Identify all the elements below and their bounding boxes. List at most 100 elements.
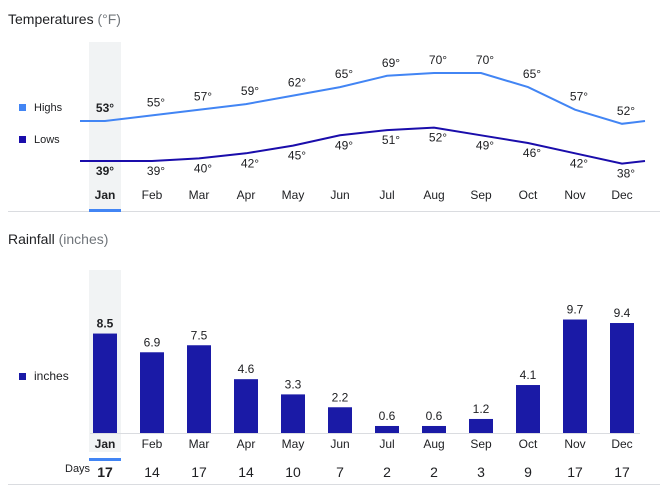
- rainfall-bar: [93, 333, 117, 433]
- lows-series-line: [80, 126, 646, 165]
- highs-data-label: 70°: [429, 53, 447, 67]
- rain-days-value: 17: [567, 464, 583, 480]
- highs-data-label: 70°: [476, 53, 494, 67]
- rainfall-data-label: 6.9: [144, 335, 161, 349]
- rainfall-bar: [516, 385, 540, 433]
- rainfall-bar: [328, 407, 352, 433]
- highs-data-label: 65°: [523, 67, 541, 81]
- highs-data-label: 59°: [241, 84, 259, 98]
- rain-month-tick-label: Nov: [564, 437, 585, 451]
- temp-month-tick-label: Jul: [379, 188, 394, 202]
- section-divider: [8, 211, 660, 212]
- rain-days-value: 10: [285, 464, 301, 480]
- temperature-unit: (°F): [97, 11, 121, 27]
- lows-data-label: 45°: [288, 149, 306, 163]
- rain-month-tick-label: Jun: [330, 437, 349, 451]
- rainfall-data-label: 4.1: [520, 368, 537, 382]
- rainfall-data-label: 0.6: [426, 409, 443, 423]
- rainfall-unit: (inches): [58, 231, 109, 247]
- temp-month-tick-label: Nov: [564, 188, 585, 202]
- legend-highs: Highs: [19, 102, 62, 114]
- temp-month-tick-label: Mar: [189, 188, 210, 202]
- rainfall-bar: [563, 319, 587, 433]
- legend-inches: inches: [19, 369, 69, 383]
- lows-data-label: 52°: [429, 131, 447, 145]
- legend-lows-swatch: [19, 136, 26, 143]
- rainfall-data-label: 4.6: [238, 362, 255, 376]
- rain-month-tick-label: Dec: [611, 437, 632, 451]
- lows-data-label: 39°: [147, 164, 165, 178]
- rainfall-bar: [281, 394, 305, 433]
- legend-highs-label: Highs: [34, 102, 63, 114]
- rainfall-bar: [234, 379, 258, 433]
- temp-month-tick-label: Feb: [142, 188, 163, 202]
- rain-month-tick-label: Oct: [519, 437, 538, 451]
- selected-month-underline: [89, 458, 121, 461]
- rainfall-bar: [375, 425, 399, 433]
- bottom-divider: [8, 484, 660, 485]
- rainfall-data-label: 1.2: [473, 402, 490, 416]
- highs-data-label: 62°: [288, 76, 306, 90]
- rain-days-value: 3: [477, 464, 485, 480]
- lows-data-label: 40°: [194, 161, 212, 175]
- highs-data-label: 57°: [570, 90, 588, 104]
- rainfall-bar: [610, 323, 634, 433]
- rainfall-data-label: 7.5: [191, 328, 208, 342]
- rain-days-value: 2: [383, 464, 391, 480]
- rain-days-value: 14: [238, 464, 254, 480]
- lows-data-label: 38°: [617, 167, 635, 181]
- temp-month-tick-label: Aug: [423, 188, 444, 202]
- selected-month-highlight: [89, 42, 121, 210]
- legend-inches-label: inches: [34, 369, 69, 383]
- legend-lows-label: Lows: [34, 134, 60, 146]
- highs-data-label: 69°: [382, 56, 400, 70]
- rainfall-bar: [140, 352, 164, 433]
- temp-month-tick-label: Oct: [519, 188, 538, 202]
- lows-data-label: 46°: [523, 146, 541, 160]
- rain-days-value: 17: [614, 464, 630, 480]
- lows-data-label: 49°: [335, 138, 353, 152]
- rainfall-data-label: 2.2: [332, 390, 349, 404]
- rainfall-data-label: 3.3: [285, 377, 302, 391]
- temperature-title-text: Temperatures: [8, 11, 94, 27]
- temp-month-tick-label: May: [282, 188, 305, 202]
- rain-month-tick-label: Aug: [423, 437, 444, 451]
- rainfall-bar: [187, 345, 211, 433]
- temp-month-tick-label: Jan: [95, 188, 116, 202]
- rain-month-tick-label: Feb: [142, 437, 163, 451]
- rainfall-bar: [469, 418, 493, 433]
- highs-data-label: 53°: [96, 101, 114, 115]
- highs-data-label: 55°: [147, 95, 165, 109]
- rainfall-data-label: 9.7: [567, 303, 584, 317]
- legend-lows: Lows: [19, 134, 60, 146]
- rainfall-title-text: Rainfall: [8, 231, 55, 247]
- rain-month-tick-label: Jan: [95, 437, 116, 451]
- rain-days-value: 2: [430, 464, 438, 480]
- temperature-chart: 53° 55° 57° 59° 62° 65° 69° 70° 70° 65° 57° 52° 39° 3…: [80, 42, 646, 212]
- rainfall-data-label: 9.4: [614, 306, 631, 320]
- rain-month-tick-label: Mar: [189, 437, 210, 451]
- rain-month-tick-label: Sep: [470, 437, 492, 451]
- temp-month-tick-label: Dec: [611, 188, 632, 202]
- temperature-title: Temperatures (°F): [8, 11, 121, 27]
- rain-month-tick-label: Jul: [379, 437, 394, 451]
- days-label: Days: [65, 463, 91, 475]
- lows-data-label: 42°: [570, 156, 588, 170]
- rain-days-value: 14: [144, 464, 160, 480]
- temp-month-tick-label: Jun: [330, 188, 349, 202]
- rain-days-value: 7: [336, 464, 344, 480]
- rainfall-title: Rainfall (inches): [8, 231, 108, 247]
- lows-data-label: 42°: [241, 156, 259, 170]
- highs-series-line: [80, 72, 646, 125]
- rainfall-data-label: 8.5: [97, 317, 114, 331]
- selected-month-underline: [89, 209, 121, 212]
- rain-month-tick-label: Apr: [237, 437, 256, 451]
- highs-data-label: 52°: [617, 104, 635, 118]
- rainfall-bar: [422, 425, 446, 433]
- temp-month-tick-label: Sep: [470, 188, 492, 202]
- highs-data-label: 57°: [194, 90, 212, 104]
- temp-month-tick-label: Apr: [237, 188, 256, 202]
- rain-month-tick-label: May: [282, 437, 305, 451]
- legend-highs-swatch: [19, 104, 26, 111]
